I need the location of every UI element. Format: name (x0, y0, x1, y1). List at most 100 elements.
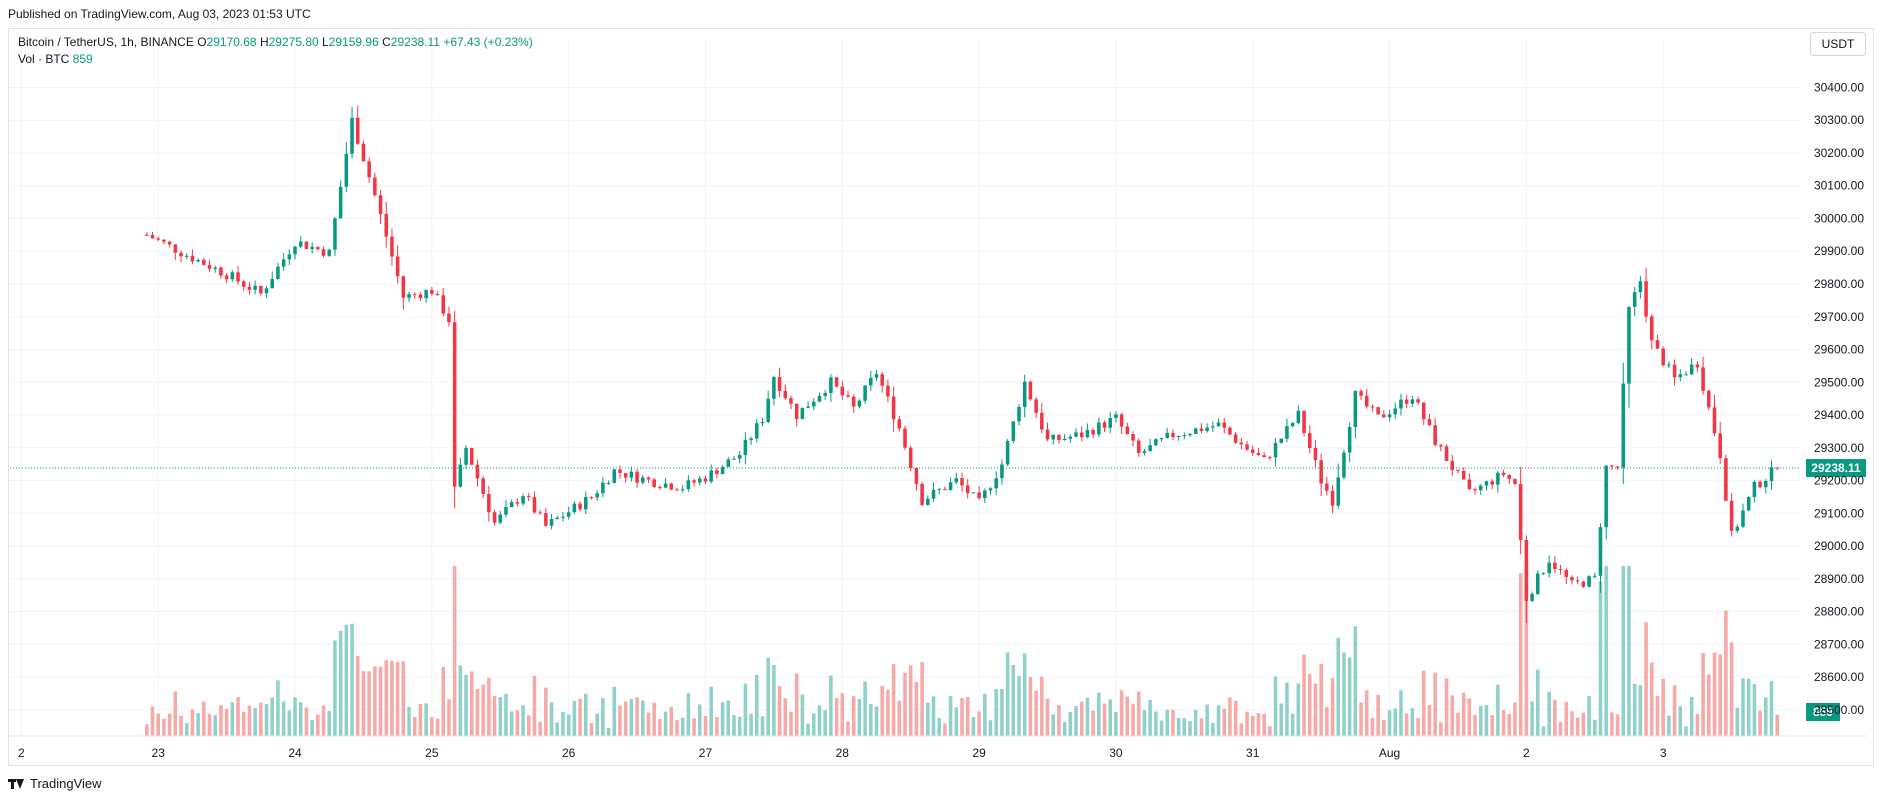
volume-bar (823, 710, 827, 736)
volume-bar (475, 688, 480, 736)
y-tick-label: 30300.00 (1814, 113, 1864, 127)
candle-body (253, 285, 257, 290)
x-tick-label: 30 (1109, 746, 1123, 760)
price-overlay: 29238.11 859 (10, 459, 1866, 721)
volume-bar (1062, 722, 1067, 736)
volume-badge (1806, 703, 1840, 721)
candle-body (1467, 479, 1472, 490)
volume-bar (213, 715, 217, 736)
volume-bar (1057, 705, 1061, 736)
candle-body (1604, 465, 1608, 528)
volume-bar (1404, 713, 1409, 736)
volume-bar (1307, 673, 1312, 736)
candle-body (1712, 407, 1717, 434)
candle-body (184, 255, 189, 257)
volume-bar (1393, 708, 1398, 736)
candle-body (487, 494, 491, 513)
candle-body (1496, 472, 1500, 485)
candle-body (1547, 562, 1551, 574)
candle-body (1518, 483, 1523, 541)
candle-body (1108, 417, 1112, 428)
candle-body (1758, 481, 1762, 488)
candle-body (851, 396, 856, 407)
candle-body (1393, 408, 1398, 415)
candle-body (1427, 419, 1432, 426)
candle-body (715, 470, 719, 475)
candle-body (287, 254, 292, 260)
volume-bar (162, 718, 166, 736)
candle-body (1342, 452, 1346, 478)
open-value: 29170.68 (206, 35, 257, 49)
volume-bar (755, 674, 759, 736)
volume-bar (1450, 695, 1455, 736)
volume-bar (355, 655, 360, 736)
candle-body (236, 272, 240, 282)
candle-body (1245, 444, 1249, 450)
candle-body (1285, 426, 1289, 439)
candle-body (452, 322, 457, 487)
candle-body (475, 464, 480, 479)
candle-body (988, 488, 993, 491)
candle-body (1655, 340, 1660, 349)
volume-bar (270, 697, 274, 736)
volume-bar (641, 700, 645, 736)
volume-bar (1501, 709, 1506, 736)
candle-body (578, 503, 582, 510)
volume-bar (1079, 701, 1084, 736)
candle-body (162, 239, 166, 242)
volume-bar (1165, 709, 1169, 736)
candle-body (943, 488, 947, 490)
candle-body (521, 496, 525, 504)
candle-body (703, 478, 708, 482)
candle-body (1678, 374, 1683, 378)
candle-body (766, 398, 770, 422)
volume-bar (1536, 669, 1540, 736)
candle-body (1621, 383, 1626, 468)
candle-body (937, 488, 941, 490)
chart-frame[interactable] (8, 28, 1874, 766)
candle-body (880, 374, 884, 386)
candle-body (755, 423, 759, 439)
candle-body (293, 246, 297, 255)
candle-body (224, 275, 229, 280)
volume-bar (1205, 704, 1209, 736)
volume-bar (840, 693, 845, 736)
candle-body (1490, 481, 1494, 485)
currency-button[interactable]: USDT (1810, 32, 1866, 56)
volume-bar (618, 705, 622, 736)
volume-bar (1011, 665, 1016, 736)
volume-bar (800, 694, 805, 736)
volume-bar (663, 711, 668, 736)
volume-bar (1587, 696, 1591, 736)
candle-body (481, 478, 485, 495)
y-tick-label: 28700.00 (1814, 637, 1864, 651)
volume-bar (1387, 710, 1392, 736)
candle-body (1456, 469, 1460, 472)
candle-body (1615, 466, 1620, 468)
candle-body (1273, 442, 1278, 458)
candle-body (395, 256, 400, 277)
volume-bar (1570, 711, 1574, 736)
volume-bar (903, 672, 907, 736)
volume-bar (1593, 719, 1597, 736)
volume-bar (310, 719, 314, 736)
candle-body (1741, 510, 1745, 527)
candle-body (1570, 577, 1574, 581)
volume-bar (1108, 699, 1112, 736)
volume-bar (1598, 581, 1603, 736)
candle-body (1319, 460, 1323, 484)
volume-bar (1022, 653, 1027, 736)
volume-bar (1302, 654, 1306, 736)
volume-bar (1513, 702, 1517, 736)
candle-body (772, 377, 776, 399)
candle-body (1644, 281, 1648, 317)
candle-body (1085, 429, 1090, 438)
volume-bar (1125, 696, 1130, 736)
volume-bar (914, 681, 919, 736)
volume-bar (384, 660, 389, 736)
volume-bar (1199, 718, 1204, 736)
volume-bar (1091, 710, 1095, 736)
x-tick-label: 27 (699, 746, 713, 760)
volume-bar (1684, 726, 1688, 736)
